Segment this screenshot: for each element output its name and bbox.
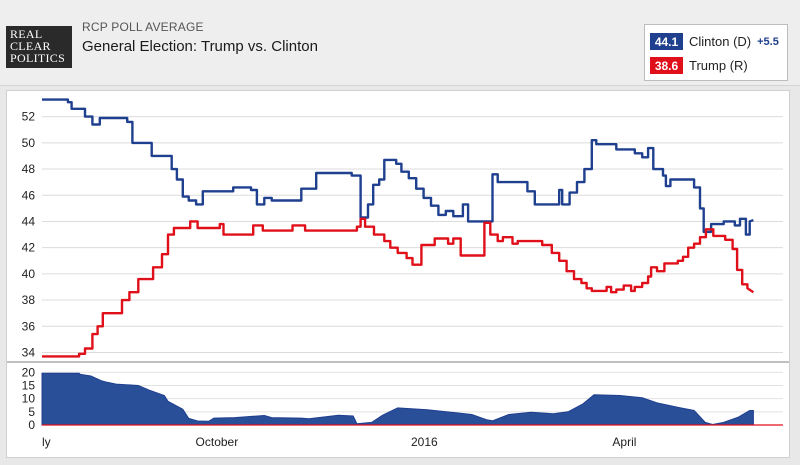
spread-y-tick-label: 0	[28, 418, 35, 432]
y-tick-label: 52	[22, 110, 36, 124]
x-tick-label: ly	[42, 435, 51, 449]
x-tick-label: 2016	[411, 435, 438, 449]
spread-y-tick-label: 10	[22, 392, 36, 406]
chart-title: General Election: Trump vs. Clinton	[82, 38, 318, 55]
rcp-logo: REAL CLEAR POLITICS	[6, 26, 72, 68]
y-tick-label: 40	[22, 267, 36, 281]
spread-area	[41, 372, 754, 426]
spread-y-tick-label: 15	[22, 378, 36, 392]
clinton-legend-label: Clinton (D)	[689, 34, 752, 49]
trump-legend-label: Trump (R)	[689, 58, 748, 73]
y-tick-label: 38	[22, 293, 36, 307]
y-tick-label: 48	[22, 162, 36, 176]
chart-panel: 34 36 38 40 42 44 46 48 50 52 0 5 10 15 20 ly October 201…	[6, 90, 790, 458]
legend-item-clinton[interactable]: 44.1 Clinton (D) +5.5	[650, 33, 779, 50]
legend: 44.1 Clinton (D) +5.5 38.6 Trump (R)	[644, 24, 788, 81]
y-tick-label: 36	[22, 319, 36, 333]
series-line-clinton	[42, 98, 754, 236]
y-tick-label: 34	[22, 345, 36, 359]
chart-kicker: RCP POLL AVERAGE	[82, 20, 204, 34]
spread-y-tick-label: 20	[22, 365, 36, 379]
y-tick-label: 42	[22, 241, 36, 255]
x-tick-label: October	[196, 435, 239, 449]
spread-y-tick-label: 5	[28, 405, 35, 419]
legend-item-trump[interactable]: 38.6 Trump (R)	[650, 57, 748, 74]
y-tick-label: 50	[22, 136, 36, 150]
trump-value-badge: 38.6	[650, 57, 683, 74]
logo-line-3: POLITICS	[10, 51, 66, 65]
clinton-spread: +5.5	[757, 35, 779, 48]
logo-line-2: CLEAR	[10, 39, 51, 53]
y-tick-label: 46	[22, 188, 36, 202]
series-line-trump	[42, 217, 755, 358]
x-tick-label: April	[612, 435, 636, 449]
y-tick-label: 44	[22, 214, 36, 228]
logo-line-1: REAL	[10, 27, 43, 41]
chart-header: REAL CLEAR POLITICS RCP POLL AVERAGE Gen…	[0, 0, 800, 86]
clinton-value-badge: 44.1	[650, 33, 683, 50]
